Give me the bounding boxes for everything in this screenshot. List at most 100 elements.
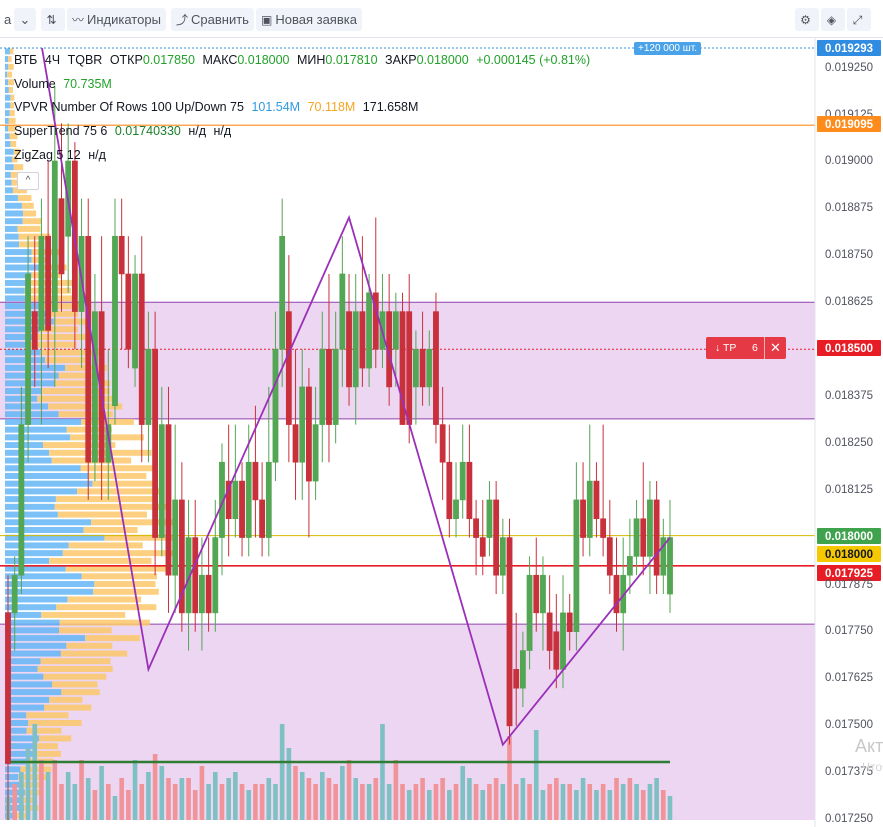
vp-up-row (5, 372, 59, 379)
vp-up-row (5, 264, 41, 271)
legend-volume[interactable]: Volume 70.735M (14, 77, 116, 91)
close-icon[interactable]: ✕ (770, 340, 781, 355)
candle-body (292, 424, 299, 463)
legend-zigzag[interactable]: ZigZag 5 12 н/д (14, 148, 110, 162)
vp-up-row (5, 195, 18, 202)
vp-down-row (8, 56, 12, 63)
volume-label: Volume (14, 77, 56, 91)
volume-bar (547, 784, 552, 820)
vp-down-row (36, 743, 58, 750)
candle-body (172, 499, 179, 576)
candle-body (85, 235, 92, 463)
vp-up-row (5, 488, 77, 495)
vp-down-row (104, 534, 178, 541)
settings-button[interactable]: ⚙ (795, 8, 819, 31)
supertrend-na-1: н/д (188, 124, 207, 138)
legend-vpvr[interactable]: VPVR Number Of Rows 100 Up/Down 75 101.5… (14, 100, 422, 114)
compare-button[interactable]: ⤴ Сравнить (171, 8, 254, 31)
high-label: МАКС (202, 53, 238, 67)
layers-button[interactable]: ◈ (821, 8, 845, 31)
volume-bar (647, 784, 653, 820)
vp-down-row (26, 341, 77, 348)
candle-body (406, 311, 413, 425)
vp-down-row (44, 704, 92, 711)
volume-bar (440, 778, 445, 820)
vp-down-row (38, 735, 72, 742)
legend-supertrend[interactable]: SuperTrend 75 6 0.01740330 н/д н/д (14, 124, 235, 138)
price-tick-label: 0.018250 (825, 437, 873, 449)
candle-body (439, 424, 446, 463)
volume-bar (360, 784, 365, 820)
volume-bar (299, 772, 305, 820)
symbol-cut-label[interactable]: а (0, 8, 16, 31)
vp-up-row (5, 171, 11, 178)
volume-bar (453, 784, 459, 820)
candle-body (178, 499, 185, 614)
volume-bar (12, 784, 17, 820)
vp-down-row (49, 557, 152, 564)
legend-symbol[interactable]: ВТБ (14, 53, 38, 67)
vp-up-row (5, 480, 93, 487)
candle-body (11, 574, 18, 614)
chevron-down-icon: ⌄ (19, 12, 31, 27)
candle-body (506, 537, 513, 727)
price-chart[interactable]: 0.0192930.0192500.0191250.0190950.019000… (0, 38, 883, 827)
vp-up-row (5, 604, 57, 611)
volume-bar (527, 784, 532, 820)
collapse-legend-button[interactable]: ^ (17, 172, 39, 190)
open-label: ОТКР (109, 53, 143, 67)
vp-up-row (5, 735, 39, 742)
candle-body (513, 669, 520, 689)
tp-count: 6 (752, 342, 758, 354)
candle-body (299, 386, 306, 463)
new-order-button[interactable]: ▣ Новая заявка (256, 8, 362, 31)
fullscreen-button[interactable]: ⤢ (847, 8, 871, 31)
close-label: ЗАКР (385, 53, 417, 67)
vp-down-row (13, 148, 21, 155)
fullscreen-icon: ⤢ (852, 13, 863, 27)
vp-down-row (41, 388, 110, 395)
chart-type-dropdown[interactable]: ⌄ (14, 8, 36, 31)
indicators-button[interactable]: 〰 Индикаторы (67, 8, 166, 31)
volume-bar (567, 784, 572, 820)
vp-down-row (66, 642, 113, 649)
vp-up-row (5, 86, 9, 93)
sort-button[interactable]: ⇅ (41, 8, 65, 31)
vp-down-row (85, 635, 140, 642)
supertrend-na-2: н/д (213, 124, 232, 138)
volume-bar (326, 778, 332, 820)
volume-bar (152, 754, 158, 820)
vp-down-row (17, 225, 41, 232)
vp-down-row (13, 164, 24, 171)
volume-bar (119, 778, 124, 820)
legend-interval: 4Ч (44, 53, 61, 67)
candle-body (526, 574, 533, 651)
candle-body (633, 518, 640, 557)
volume-bar (493, 778, 499, 820)
volume-bar (65, 772, 71, 820)
volume-bar (246, 790, 252, 820)
vp-up-row (5, 279, 29, 286)
volume-bar (192, 790, 198, 820)
candle-body (493, 499, 500, 576)
price-tick-label: 0.017750 (825, 625, 873, 637)
candle-body (459, 461, 466, 501)
volume-bar (172, 784, 178, 820)
vp-down-row (94, 581, 156, 588)
vp-up-row (5, 627, 60, 634)
volume-bar (79, 760, 84, 820)
candle-body (165, 424, 172, 576)
candle-body (346, 311, 352, 388)
volume-bar (233, 772, 238, 820)
volume-bar (373, 778, 379, 820)
vp-up-row (5, 125, 9, 132)
candle-body (566, 612, 573, 633)
volume-bar (340, 766, 345, 820)
volume-bar (353, 778, 359, 820)
take-profit-order[interactable]: ↓ TP 6 ✕ (706, 337, 786, 359)
vp-down-row (9, 133, 18, 140)
volume-bar (520, 778, 526, 820)
vp-down-row (80, 465, 157, 472)
candle-body (332, 348, 339, 425)
layers-icon: ◈ (826, 13, 837, 27)
